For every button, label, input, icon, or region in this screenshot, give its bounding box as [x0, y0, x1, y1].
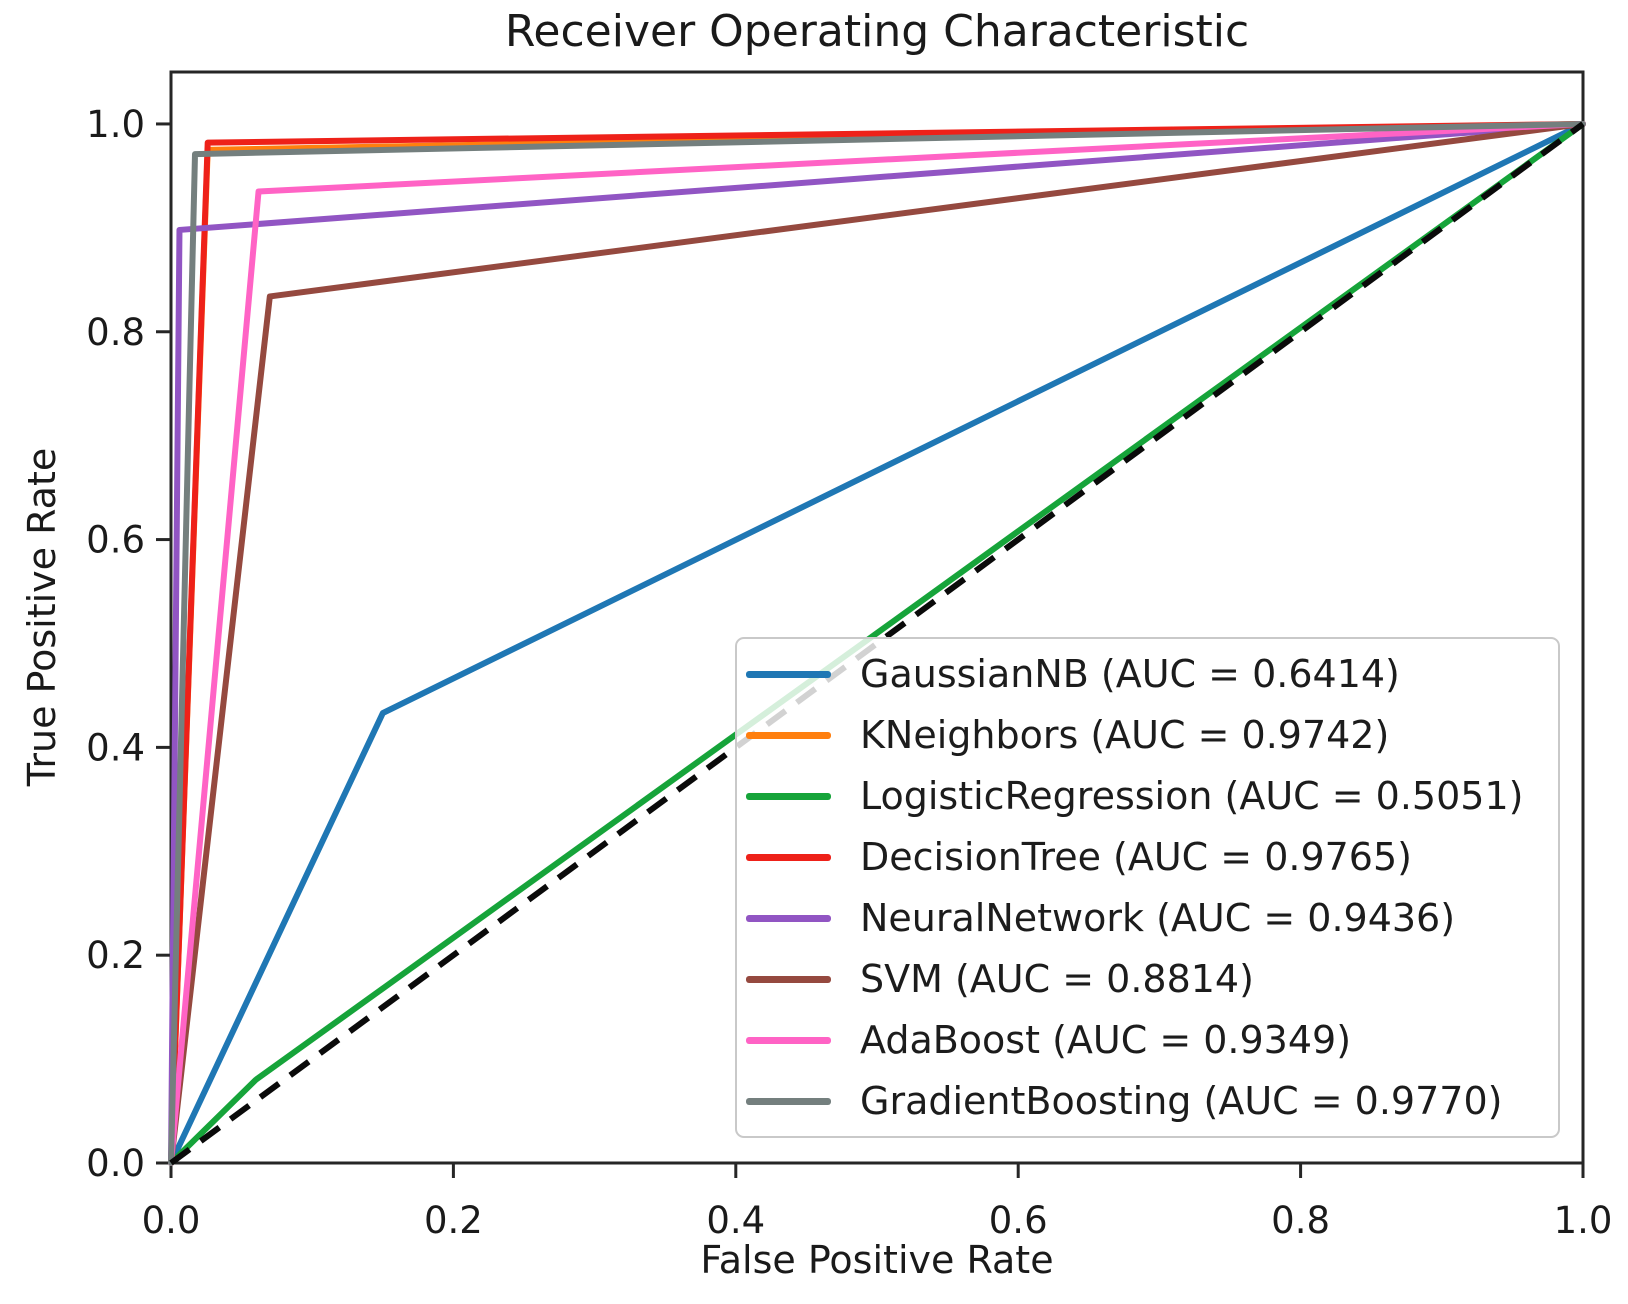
legend-swatch-svm — [746, 975, 831, 983]
legend-item-adaboost: AdaBoost (AUC = 0.9349) — [737, 1010, 1558, 1070]
chart-title: Receiver Operating Characteristic — [504, 6, 1250, 57]
series-line-gaussiannb — [168, 120, 1586, 1166]
legend-label-svm: SVM (AUC = 0.8814) — [860, 957, 1254, 1001]
y-tick-label: 0.2 — [86, 934, 145, 977]
x-tick-label: 1.0 — [1554, 1199, 1613, 1242]
series-line-logisticregression — [168, 120, 1586, 1166]
legend-box: GaussianNB (AUC = 0.6414) KNeighbors (AUC… — [735, 637, 1560, 1138]
legend-swatch-decisiontree — [746, 853, 831, 861]
legend-swatch-kneighbors — [746, 731, 831, 739]
x-tick-label: 0.6 — [989, 1199, 1048, 1242]
axes-frame — [169, 70, 1585, 1165]
legend-swatch-gradientboosting — [746, 1097, 831, 1105]
y-tick-label: 0.8 — [86, 311, 145, 354]
legend-swatch-gaussiannb — [746, 670, 831, 678]
series-line-neuralnetwork — [168, 120, 1586, 1166]
legend-item-gaussiannb: GaussianNB (AUC = 0.6414) — [737, 644, 1558, 704]
legend-item-decisiontree: DecisionTree (AUC = 0.9765) — [737, 827, 1558, 887]
reference-line-chance-diagonal — [169, 121, 1585, 1166]
x-tick-label: 0.8 — [1271, 1199, 1330, 1242]
y-tick-label: 0.6 — [86, 519, 145, 562]
legend-label-adaboost: AdaBoost (AUC = 0.9349) — [860, 1018, 1352, 1062]
x-tick-label: 0.0 — [142, 1199, 201, 1242]
x-tick-label: 0.2 — [424, 1199, 483, 1242]
legend-label-gaussiannb: GaussianNB (AUC = 0.6414) — [860, 652, 1400, 696]
y-axis-label: True Positive Rate — [20, 447, 64, 787]
series-line-gradientboosting — [168, 120, 1586, 1166]
legend-item-kneighbors: KNeighbors (AUC = 0.9742) — [737, 705, 1558, 765]
legend-item-gradientboosting: GradientBoosting (AUC = 0.9770) — [737, 1071, 1558, 1131]
y-tick-label: 0.0 — [86, 1142, 145, 1185]
series-line-adaboost — [168, 120, 1586, 1166]
series-line-svm — [168, 120, 1586, 1166]
x-tick-label: 0.4 — [706, 1199, 765, 1242]
legend-label-neuralnetwork: NeuralNetwork (AUC = 0.9436) — [860, 896, 1456, 940]
series-line-decisiontree — [168, 120, 1586, 1166]
legend-swatch-neuralnetwork — [746, 914, 831, 922]
y-tick-label: 0.4 — [86, 726, 145, 769]
legend-label-decisiontree: DecisionTree (AUC = 0.9765) — [860, 835, 1412, 879]
legend-item-logisticregression: LogisticRegression (AUC = 0.5051) — [737, 766, 1558, 826]
y-tick-label: 1.0 — [86, 103, 145, 146]
x-axis-label: False Positive Rate — [700, 1238, 1054, 1282]
legend-swatch-adaboost — [746, 1036, 831, 1044]
legend-label-kneighbors: KNeighbors (AUC = 0.9742) — [860, 713, 1390, 757]
legend-label-gradientboosting: GradientBoosting (AUC = 0.9770) — [860, 1079, 1503, 1123]
legend-swatch-logisticregression — [746, 792, 831, 800]
legend-label-logisticregression: LogisticRegression (AUC = 0.5051) — [860, 774, 1524, 818]
legend-item-neuralnetwork: NeuralNetwork (AUC = 0.9436) — [737, 888, 1558, 948]
legend-item-svm: SVM (AUC = 0.8814) — [737, 949, 1558, 1009]
